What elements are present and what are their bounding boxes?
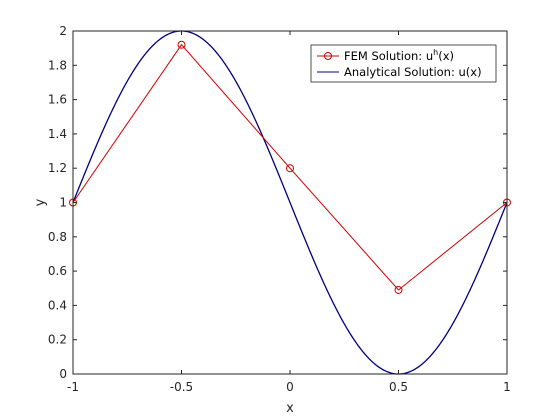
y-tick-label: 0.4: [48, 298, 67, 312]
y-tick-label: 0.2: [48, 333, 67, 347]
x-axis-label: x: [286, 401, 294, 416]
y-tick-label: 0: [59, 367, 67, 381]
y-axis-label: y: [33, 198, 48, 206]
y-tick-label: 1.2: [48, 161, 67, 175]
y-tick-label: 1.4: [48, 127, 67, 141]
legend: FEM Solution: uh(x) Analytical Solution:…: [311, 45, 496, 82]
legend-fem-label: FEM Solution: uh(x): [344, 48, 454, 63]
legend-fem-label-tail: (x): [438, 49, 454, 63]
x-tick-label: -0.5: [170, 380, 193, 394]
y-tick-label: 0.8: [48, 230, 67, 244]
y-tick-label: 2: [59, 24, 67, 38]
y-tick-label: 0.6: [48, 264, 67, 278]
x-tick-label: 1: [503, 380, 511, 394]
legend-fem-label-main: FEM Solution: u: [344, 49, 433, 63]
x-tick-label: 0: [286, 380, 294, 394]
legend-analytical-label: Analytical Solution: u(x): [344, 65, 482, 79]
x-tick-label: 0.5: [389, 380, 408, 394]
y-tick-label: 1.6: [48, 93, 67, 107]
y-tick-label: 1: [59, 196, 67, 210]
y-tick-label: 1.8: [48, 58, 67, 72]
x-tick-label: -1: [67, 380, 79, 394]
